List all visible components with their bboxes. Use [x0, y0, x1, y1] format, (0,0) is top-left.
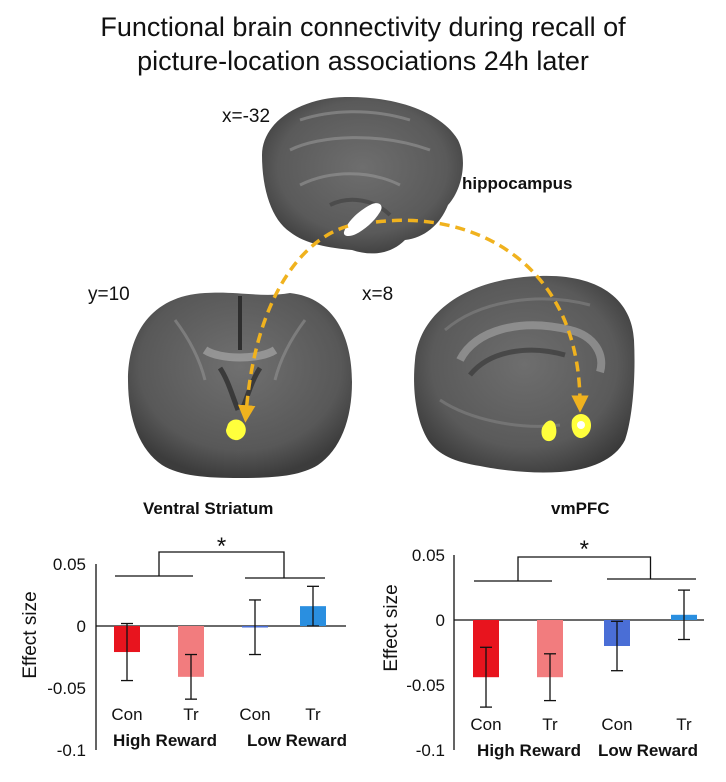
- chart-title-ventral-striatum: Ventral Striatum: [143, 499, 274, 518]
- category-label: Con: [601, 715, 632, 734]
- group-label: High Reward: [477, 741, 581, 760]
- chart-ventral-striatum: 0.05 0 -0.05 -0.1 Effect size Con Tr Con Tr High …: [20, 533, 347, 760]
- y-tick-label: -0.05: [47, 679, 86, 698]
- error-bar: [307, 585, 319, 627]
- y-axis-label: Effect size: [20, 591, 41, 678]
- chart-vmpfc: 0.05 0 -0.05 -0.1 Effect size Con Tr Con Tr High …: [381, 536, 704, 760]
- group-label: Low Reward: [247, 731, 347, 750]
- error-bar: [249, 599, 261, 656]
- coord-label-sagittal-top: x=-32: [222, 106, 271, 127]
- y-tick-label: 0: [436, 611, 445, 630]
- category-label: Con: [470, 715, 501, 734]
- y-tick-label: -0.1: [416, 741, 445, 760]
- connectivity-arrow-vmpfc: [375, 218, 589, 413]
- brain-sagittal-right: [414, 275, 635, 473]
- category-label: Tr: [183, 705, 199, 724]
- y-tick-label: 0.05: [53, 555, 86, 574]
- y-tick-label: -0.1: [57, 741, 86, 760]
- y-tick-label: -0.05: [406, 676, 445, 695]
- connectivity-arrow-striatum: [237, 224, 349, 423]
- brain-coronal: [128, 292, 352, 478]
- coord-label-coronal: y=10: [88, 284, 130, 305]
- category-label: Con: [111, 705, 142, 724]
- title-line-1: Functional brain connectivity during rec…: [100, 12, 626, 42]
- vmpfc-roi-left: [541, 420, 557, 442]
- hippocampus-roi: [343, 203, 382, 237]
- category-label: Con: [239, 705, 270, 724]
- error-bar: [185, 653, 197, 700]
- chart-title-vmpfc: vmPFC: [551, 499, 610, 518]
- error-bar: [611, 620, 623, 672]
- significance-bracket: [115, 551, 325, 579]
- title-line-2: picture-location associations 24h later: [137, 46, 589, 76]
- hippocampus-label: hippocampus: [462, 174, 573, 193]
- ventral-striatum-roi: [226, 419, 246, 441]
- brain-images: [128, 96, 635, 478]
- significance-bracket: [474, 556, 696, 582]
- y-tick-label: 0.05: [412, 546, 445, 565]
- category-label: Tr: [676, 715, 692, 734]
- group-label: Low Reward: [598, 741, 698, 760]
- coord-label-sagittal-right: x=8: [362, 284, 394, 305]
- figure-title: Functional brain connectivity during rec…: [0, 10, 726, 78]
- brain-sagittal-top: [262, 96, 463, 254]
- error-bar: [678, 589, 690, 641]
- category-label: Tr: [542, 715, 558, 734]
- significance-star: *: [217, 533, 226, 560]
- error-bar: [480, 646, 492, 708]
- error-bar: [121, 622, 133, 682]
- category-label: Tr: [305, 705, 321, 724]
- group-label: High Reward: [113, 731, 217, 750]
- error-bar: [544, 653, 556, 702]
- y-axis-label: Effect size: [381, 584, 402, 671]
- significance-star: *: [580, 536, 589, 563]
- y-tick-label: 0: [77, 617, 86, 636]
